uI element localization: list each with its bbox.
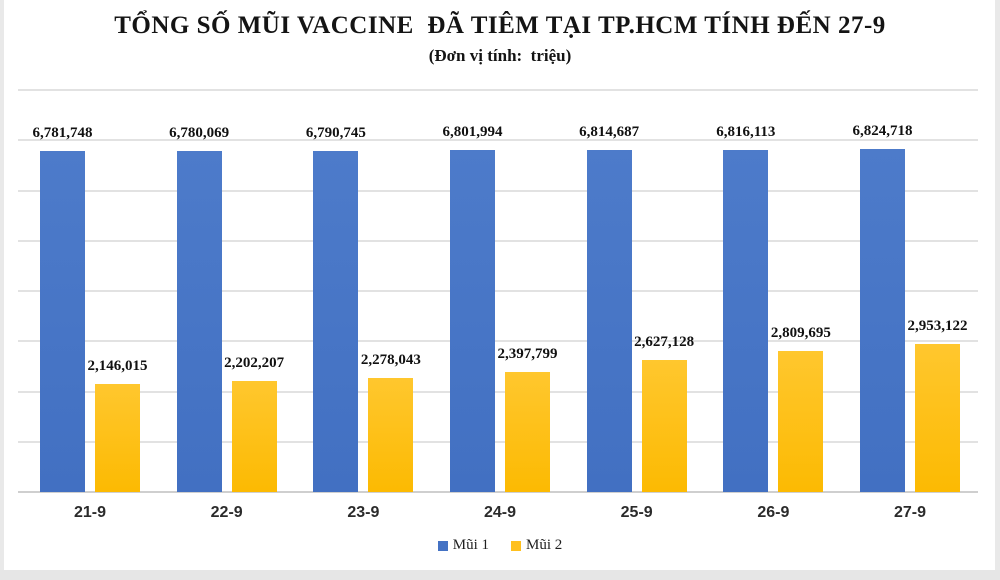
data-label-mui1-23-9: 6,790,745 [305, 124, 366, 141]
bar-mui2-21-9 [95, 384, 140, 492]
x-axis-label-22-9: 22-9 [210, 504, 243, 521]
data-label-mui1-22-9: 6,780,069 [169, 125, 230, 142]
x-axis-label-27-9: 27-9 [893, 504, 927, 521]
bar-mui1-24-9 [450, 150, 495, 492]
plot-area: 6,781,748 2,146,015 6,780,069 2,202,207 6,79… [18, 89, 978, 493]
gridline [18, 440, 978, 443]
data-label-mui2-25-9: 2,627,128 [634, 334, 695, 350]
gridline [18, 189, 978, 192]
legend-label: Mũi 1 [452, 537, 489, 553]
data-label-mui1-27-9: 6,824,718 [852, 123, 913, 140]
bar-mui1-27-9 [860, 149, 905, 492]
bar-mui1-22-9 [176, 151, 222, 492]
data-label-mui2-22-9: 2,202,207 [224, 355, 285, 372]
x-axis-label-24-9: 24-9 [483, 504, 517, 521]
chart-title: TỔNG SỐ MŨI VACCINE ĐÃ TIÊM TẠI TP.HCM T… [114, 12, 886, 39]
chart-legend: Mũi 1 Mũi 2 [0, 537, 1000, 554]
data-label-mui2-21-9: 2,146,015 [87, 358, 148, 375]
bar-mui2-23-9 [368, 377, 414, 492]
chart-subtitle: (Đơn vị tính: triệu) [428, 46, 572, 65]
legend-swatch-icon [437, 540, 448, 551]
x-axis-label-23-9: 23-9 [347, 504, 380, 521]
gridline [18, 390, 978, 393]
legend-item-mui1: Mũi 1 [437, 537, 489, 554]
bar-mui2-25-9 [641, 360, 687, 492]
legend-item-mui2: Mũi 2 [511, 537, 562, 554]
data-label-mui2-24-9: 2,397,799 [497, 345, 558, 362]
x-axis-label-25-9: 25-9 [620, 504, 653, 521]
gridline [18, 290, 978, 292]
legend-label: Mũi 2 [526, 537, 563, 553]
data-label-mui2-27-9: 2,953,122 [907, 317, 968, 334]
bar-mui1-26-9 [723, 149, 769, 492]
legend-swatch-icon [511, 540, 521, 551]
x-axis-label-26-9: 26-9 [757, 504, 790, 521]
data-label-mui2-23-9: 2,278,043 [360, 351, 421, 368]
data-label-mui1-25-9: 6,814,687 [579, 123, 640, 140]
bar-mui2-26-9 [778, 350, 824, 492]
gridline [18, 89, 978, 91]
gridline [18, 139, 978, 142]
data-label-mui1-26-9: 6,816,113 [716, 123, 776, 140]
gridline [18, 340, 978, 343]
x-axis-line [18, 491, 978, 493]
data-label-mui1-21-9: 6,781,748 [32, 125, 93, 142]
data-label-mui1-24-9: 6,801,994 [442, 124, 503, 141]
bar-mui2-27-9 [915, 343, 960, 492]
bar-mui1-21-9 [40, 151, 85, 492]
bar-mui2-24-9 [505, 371, 550, 492]
data-label-mui2-26-9: 2,809,695 [770, 324, 831, 341]
x-axis-label-21-9: 21-9 [73, 504, 107, 521]
bar-mui2-22-9 [231, 381, 277, 492]
bar-mui1-23-9 [313, 150, 359, 492]
bar-mui1-25-9 [586, 149, 632, 492]
gridline [18, 239, 978, 242]
